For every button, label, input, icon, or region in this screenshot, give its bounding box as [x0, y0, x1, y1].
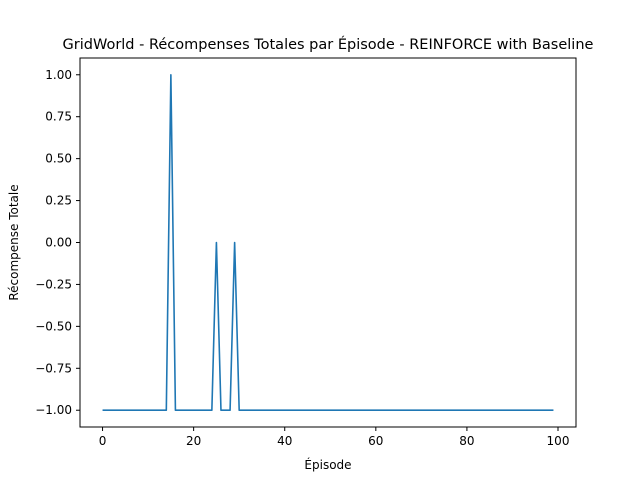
plot-area: 0 20 40 60 80 100 −1.00 −0.75 −0.50 −0.25 0.00 0.2… [35, 57, 577, 448]
y-tick-label: 0.50 [45, 152, 72, 166]
plot-frame [79, 57, 577, 428]
y-tick-label: −0.75 [35, 361, 72, 375]
y-tick-label: 0.75 [45, 110, 72, 124]
x-tick-label: 40 [277, 434, 292, 448]
y-tick-label: −0.50 [35, 319, 72, 333]
x-tick-label: 100 [547, 434, 570, 448]
series-layer [102, 73, 554, 412]
y-tick-label: 0.25 [45, 194, 72, 208]
x-tick-label: 0 [99, 434, 107, 448]
x-tick-label: 80 [459, 434, 474, 448]
y-axis-label: Récompense Totale [7, 184, 21, 300]
x-tick-label: 20 [186, 434, 201, 448]
x-tick-label: 60 [368, 434, 383, 448]
y-tick-label: −0.25 [35, 277, 72, 291]
x-axis-label: Épisode [304, 457, 351, 472]
y-tick-label: −1.00 [35, 403, 72, 417]
series-line [102, 73, 554, 412]
chart-title: GridWorld - Récompenses Totales par Épis… [63, 36, 594, 53]
x-axis: 0 20 40 60 80 100 [99, 427, 570, 448]
y-tick-label: 0.00 [45, 236, 72, 250]
y-axis: −1.00 −0.75 −0.50 −0.25 0.00 0.25 0.50 0.75 1.00 [35, 68, 80, 417]
y-tick-label: 1.00 [45, 68, 72, 82]
